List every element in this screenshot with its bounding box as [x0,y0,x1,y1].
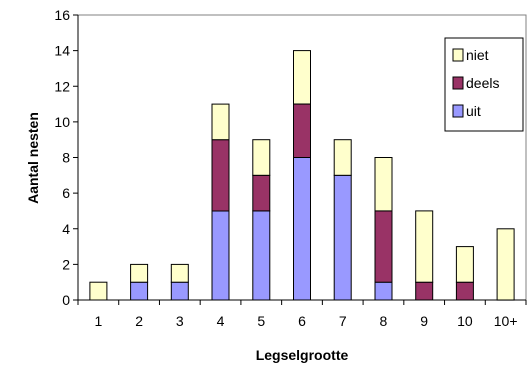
x-tick-label-10+: 10+ [494,313,518,329]
bar-segment-niet-1 [89,281,108,301]
x-tick-label-7: 7 [339,313,347,329]
y-tick-label-12: 12 [54,78,70,94]
bar-segment-deels-5 [252,174,271,212]
y-tick-label-16: 16 [54,7,70,23]
x-tick-label-4: 4 [217,313,225,329]
y-tick-label-8: 8 [62,150,70,166]
y-tick-label-0: 0 [62,292,70,308]
y-tick-label-10: 10 [54,114,70,130]
bar-segment-niet-5 [252,139,271,176]
x-tick-label-1: 1 [94,313,102,329]
y-tick-label-14: 14 [54,43,70,59]
legend-label-uit: uit [466,103,481,119]
bar-segment-niet-8 [374,157,393,212]
x-tick-label-2: 2 [135,313,143,329]
bar-segment-deels-8 [374,210,393,283]
bar-segment-uit-7 [333,174,352,301]
y-tick-label-6: 6 [62,185,70,201]
bar-segment-deels-9 [415,281,434,301]
legend-swatch-niet [452,48,464,62]
bar-segment-uit-2 [130,281,149,301]
bar-segment-deels-4 [211,139,230,212]
legend-label-niet: niet [466,47,489,63]
bar-segment-deels-10 [455,281,474,301]
legend-swatch-deels [452,76,464,90]
bar-segment-uit-4 [211,210,230,301]
legend: niet deels uit [444,37,524,132]
bar-segment-niet-10+ [496,228,515,301]
bar-segment-uit-5 [252,210,271,301]
x-tick-label-3: 3 [176,313,184,329]
legend-swatch-uit [452,104,464,118]
x-tick-label-9: 9 [420,313,428,329]
bar-segment-niet-7 [333,139,352,176]
x-tick-label-10: 10 [457,313,473,329]
bar-segment-niet-3 [170,263,189,283]
bar-segment-uit-8 [374,281,393,301]
y-tick-label-4: 4 [62,221,70,237]
y-tick-label-2: 2 [62,256,70,272]
y-axis-title: Aantal nesten [25,112,41,204]
x-axis-title: Legselgrootte [256,347,349,363]
bar-segment-uit-3 [170,281,189,301]
legend-items: niet deels uit [452,47,499,119]
bar-segment-niet-9 [415,210,434,283]
bar-segment-niet-2 [130,263,149,283]
bars-layer [89,50,515,301]
x-tick-label-5: 5 [257,313,265,329]
x-tick-label-8: 8 [380,313,388,329]
bar-segment-niet-10 [455,246,474,283]
bar-segment-uit-6 [293,157,311,301]
bar-segment-deels-6 [293,103,311,158]
bar-segment-niet-6 [293,50,311,105]
legend-label-deels: deels [466,75,499,91]
x-tick-label-6: 6 [298,313,306,329]
bar-segment-niet-4 [211,103,230,141]
